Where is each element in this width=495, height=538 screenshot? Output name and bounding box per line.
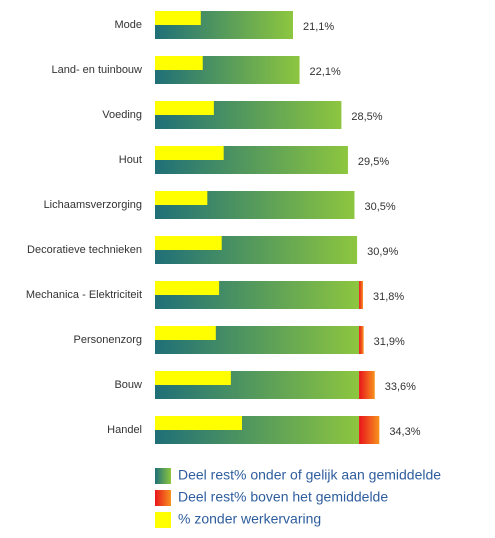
bar-overlay xyxy=(155,191,208,205)
bar-overlay xyxy=(155,281,220,295)
legend-label: Deel rest% onder of gelijk aan gemiddeld… xyxy=(178,467,441,483)
bar-segment xyxy=(359,326,364,354)
legend-label: % zonder werkervaring xyxy=(178,511,321,527)
category-label: Land- en tuinbouw xyxy=(51,64,142,76)
value-label: 33,6% xyxy=(385,381,416,393)
legend-label: Deel rest% boven het gemiddelde xyxy=(178,489,388,505)
value-label: 30,5% xyxy=(364,201,395,213)
value-label: 22,1% xyxy=(310,66,341,78)
legend-swatch xyxy=(155,468,171,484)
bar-overlay xyxy=(155,236,222,250)
bar-segment xyxy=(359,281,363,309)
category-label: Mode xyxy=(114,19,142,31)
category-label: Voeding xyxy=(102,109,142,121)
legend-swatch xyxy=(155,490,171,506)
bar-overlay xyxy=(155,371,231,385)
category-label: Decoratieve technieken xyxy=(27,244,142,256)
category-label: Handel xyxy=(107,424,142,436)
value-label: 28,5% xyxy=(351,111,382,123)
bar-overlay xyxy=(155,416,242,430)
bar-segment xyxy=(359,416,380,444)
category-label: Lichaamsverzorging xyxy=(44,199,142,211)
value-label: 30,9% xyxy=(367,246,398,258)
bar-overlay xyxy=(155,101,214,115)
value-label: 29,5% xyxy=(358,156,389,168)
category-label: Bouw xyxy=(114,379,142,391)
legend-swatch xyxy=(155,512,171,528)
bar-segment xyxy=(359,371,375,399)
bar-overlay xyxy=(155,11,201,25)
category-label: Hout xyxy=(119,154,142,166)
value-label: 34,3% xyxy=(389,426,420,438)
bar-overlay xyxy=(155,56,203,70)
value-label: 31,8% xyxy=(373,291,404,303)
value-label: 31,9% xyxy=(374,336,405,348)
bar-overlay xyxy=(155,146,224,160)
category-label: Personenzorg xyxy=(74,334,143,346)
category-label: Mechanica - Elektriciteit xyxy=(26,289,142,301)
value-label: 21,1% xyxy=(303,21,334,33)
bar-overlay xyxy=(155,326,216,340)
